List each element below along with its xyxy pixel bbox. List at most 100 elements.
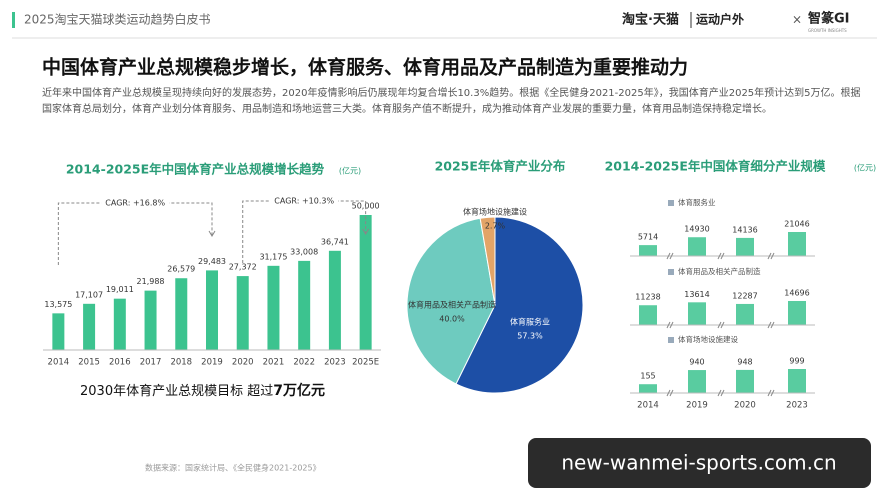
bar bbox=[688, 302, 706, 325]
annotation: CAGR: +16.8% bbox=[105, 199, 165, 208]
x-tick-label: 2014 bbox=[48, 358, 70, 368]
slice-label: 体育服务业 bbox=[510, 317, 550, 327]
axis-break bbox=[717, 252, 725, 260]
bar bbox=[736, 237, 754, 256]
times: × bbox=[792, 13, 802, 27]
bar bbox=[639, 305, 657, 325]
header-title: 2025淘宝天猫球类运动趋势白皮书 bbox=[24, 12, 211, 27]
bar bbox=[298, 260, 311, 350]
slice-label: 体育场地设施建设 bbox=[463, 207, 527, 217]
target-note-highlight: 7万亿元 bbox=[273, 382, 325, 399]
axis-break bbox=[717, 321, 725, 329]
bar bbox=[639, 245, 657, 256]
value-label: 155 bbox=[640, 372, 655, 381]
series-label: 体育服务业 bbox=[678, 197, 716, 207]
value-label: 14930 bbox=[684, 225, 709, 234]
bar bbox=[788, 232, 806, 256]
cagr-arrow bbox=[208, 230, 216, 237]
chart-title: 2014-2025E年中国体育细分产业规模 bbox=[605, 159, 826, 174]
axis-break bbox=[666, 389, 674, 397]
value-label: 50,000 bbox=[352, 202, 380, 211]
bar bbox=[236, 276, 249, 350]
bar bbox=[267, 265, 280, 350]
x-tick-label: 2017 bbox=[140, 358, 162, 368]
pie-slice bbox=[479, 216, 496, 306]
x-tick-label: 2018 bbox=[170, 358, 192, 368]
value-label: 19,011 bbox=[106, 285, 134, 294]
chart-title: 2014-2025E年中国体育产业总规模增长趋势 bbox=[66, 162, 325, 177]
watermark: new-wanmei-sports.com.cn bbox=[561, 451, 836, 475]
axis-break bbox=[767, 252, 775, 260]
x-tick-label: 2015 bbox=[78, 358, 100, 368]
x-tick-label: 2023 bbox=[786, 401, 808, 411]
value-label: 999 bbox=[789, 357, 804, 366]
x-tick-label: 2019 bbox=[201, 358, 223, 368]
value-label: 36,741 bbox=[321, 237, 349, 246]
bar bbox=[83, 303, 96, 350]
bar bbox=[52, 313, 65, 350]
series-icon bbox=[668, 200, 674, 206]
series-icon bbox=[668, 337, 674, 343]
paragraph: 近年来中国体育产业总规模呈现持续向好的发展态势，2020年疫情影响后仍展现年均复… bbox=[42, 88, 861, 115]
value-label: 11238 bbox=[635, 293, 660, 302]
value-label: 17,107 bbox=[75, 290, 103, 299]
x-tick-label: 2016 bbox=[109, 358, 131, 368]
bar bbox=[175, 278, 188, 350]
value-label: 14136 bbox=[732, 225, 757, 234]
chart-unit: (亿元) bbox=[854, 163, 876, 173]
footnote: 数据来源：国家统计局、《全民健身2021-2025》 bbox=[145, 463, 321, 473]
x-tick-label: 2014 bbox=[637, 401, 659, 411]
cagr-bracket bbox=[57, 202, 213, 265]
value-label: 13,575 bbox=[44, 300, 72, 309]
value-label: 31,175 bbox=[259, 252, 287, 261]
bar bbox=[736, 369, 754, 393]
axis-break bbox=[666, 252, 674, 260]
slice-label: 体育用品及相关产品制造 bbox=[408, 300, 496, 310]
value-label: 26,579 bbox=[167, 265, 195, 274]
bar bbox=[328, 250, 341, 350]
cagr-arrow bbox=[362, 228, 370, 235]
partner-sub: GROWTH INSIGHTS bbox=[808, 28, 847, 33]
axis-break bbox=[767, 321, 775, 329]
value-label: 21046 bbox=[784, 220, 809, 229]
headline: 中国体育产业总规模稳步增长，体育服务、体育用品及产品制造为重要推动力 bbox=[42, 56, 688, 79]
channel: 运动户外 bbox=[696, 12, 744, 27]
annotation-bg bbox=[101, 197, 170, 209]
value-label: 5714 bbox=[638, 233, 658, 242]
bar bbox=[639, 384, 657, 393]
value-label: 29,483 bbox=[198, 257, 226, 266]
axis-break bbox=[767, 389, 775, 397]
bar bbox=[736, 303, 754, 325]
x-tick-label: 2023 bbox=[324, 358, 346, 368]
value-label: 33,008 bbox=[290, 247, 318, 256]
header-accent bbox=[12, 12, 15, 28]
x-tick-label: 2025E bbox=[352, 358, 379, 368]
bar bbox=[688, 370, 706, 393]
x-tick-label: 2020 bbox=[232, 358, 254, 368]
target-note-text: 2030年体育产业总规模目标 超过 bbox=[80, 383, 273, 399]
annotation: CAGR: +10.3% bbox=[274, 197, 334, 206]
bar bbox=[788, 369, 806, 393]
pie-slice bbox=[455, 216, 584, 394]
bar bbox=[359, 215, 372, 350]
pie-slice bbox=[406, 217, 496, 385]
value-label: 14696 bbox=[784, 289, 809, 298]
cagr-bracket bbox=[242, 200, 367, 263]
value-label: 13614 bbox=[684, 290, 709, 299]
target-note: 2030年体育产业总规模目标 超过7万亿元 bbox=[80, 382, 325, 399]
slice-value: 40.0% bbox=[439, 315, 465, 324]
x-tick-label: 2019 bbox=[686, 401, 708, 411]
value-label: 21,988 bbox=[137, 277, 165, 286]
slice-value: 2.7% bbox=[485, 222, 506, 231]
bar bbox=[113, 298, 126, 350]
partner: 智篆GI bbox=[808, 11, 850, 27]
series-label: 体育用品及相关产品制造 bbox=[678, 266, 761, 276]
watermark-box bbox=[528, 438, 871, 488]
bar bbox=[688, 237, 706, 256]
x-tick-label: 2020 bbox=[734, 401, 756, 411]
bar bbox=[206, 270, 218, 350]
axis-break bbox=[717, 389, 725, 397]
axis-break bbox=[666, 321, 674, 329]
bar bbox=[788, 301, 806, 325]
